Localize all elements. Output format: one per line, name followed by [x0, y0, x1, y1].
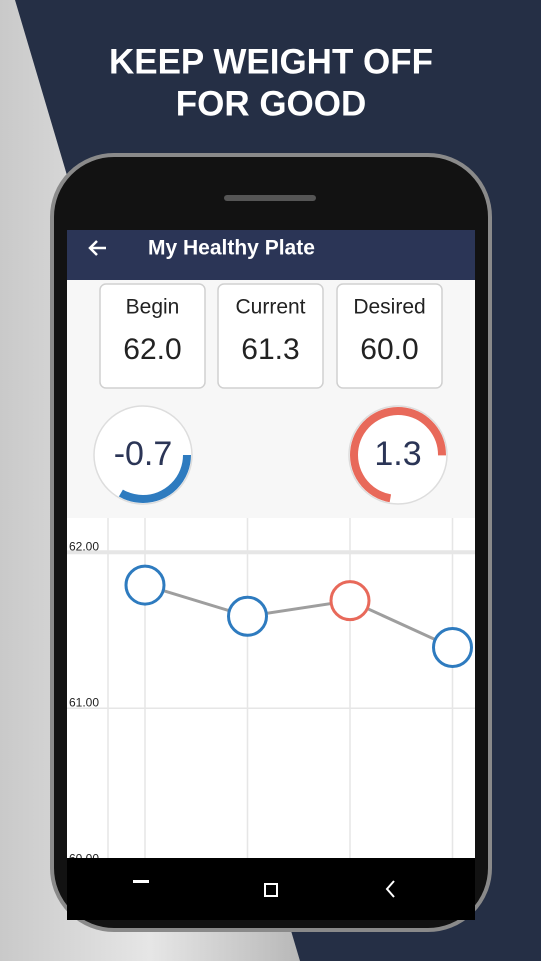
chart-area — [67, 518, 475, 858]
menu-button[interactable] — [133, 880, 149, 883]
y-tick-label: 62.00 — [69, 539, 99, 553]
home-button[interactable] — [264, 883, 278, 897]
stat-label: Current — [235, 296, 305, 319]
ring-value: 1.3 — [374, 435, 421, 473]
stat-value: 62.0 — [123, 333, 181, 366]
y-tick-label: 60.00 — [69, 851, 99, 865]
y-tick-label: 61.00 — [69, 695, 99, 709]
series-line — [144, 583, 454, 649]
back-button[interactable] — [88, 240, 106, 256]
stat-label: Begin — [126, 296, 180, 319]
ring-arc — [350, 407, 446, 503]
stat-card — [217, 283, 324, 389]
speaker — [224, 195, 316, 201]
back-nav-button[interactable] — [385, 880, 395, 898]
stat-label: Desired — [353, 296, 425, 319]
ring-track — [348, 405, 448, 505]
app-title: My Healthy Plate — [148, 237, 315, 260]
ring-value: -0.7 — [114, 435, 173, 473]
ring-track — [93, 405, 193, 505]
data-point — [124, 564, 166, 606]
headline: FOR GOOD — [176, 84, 367, 123]
stat-card — [336, 283, 443, 389]
app-bar — [67, 230, 475, 280]
data-point — [329, 580, 371, 622]
data-point — [432, 626, 473, 668]
data-point — [227, 595, 268, 637]
nav-bar — [67, 858, 475, 920]
stat-value: 60.0 — [360, 333, 418, 366]
stat-card — [99, 283, 206, 389]
headline: KEEP WEIGHT OFF — [109, 42, 433, 81]
stat-value: 61.3 — [241, 333, 299, 366]
ring-arc — [95, 407, 191, 503]
